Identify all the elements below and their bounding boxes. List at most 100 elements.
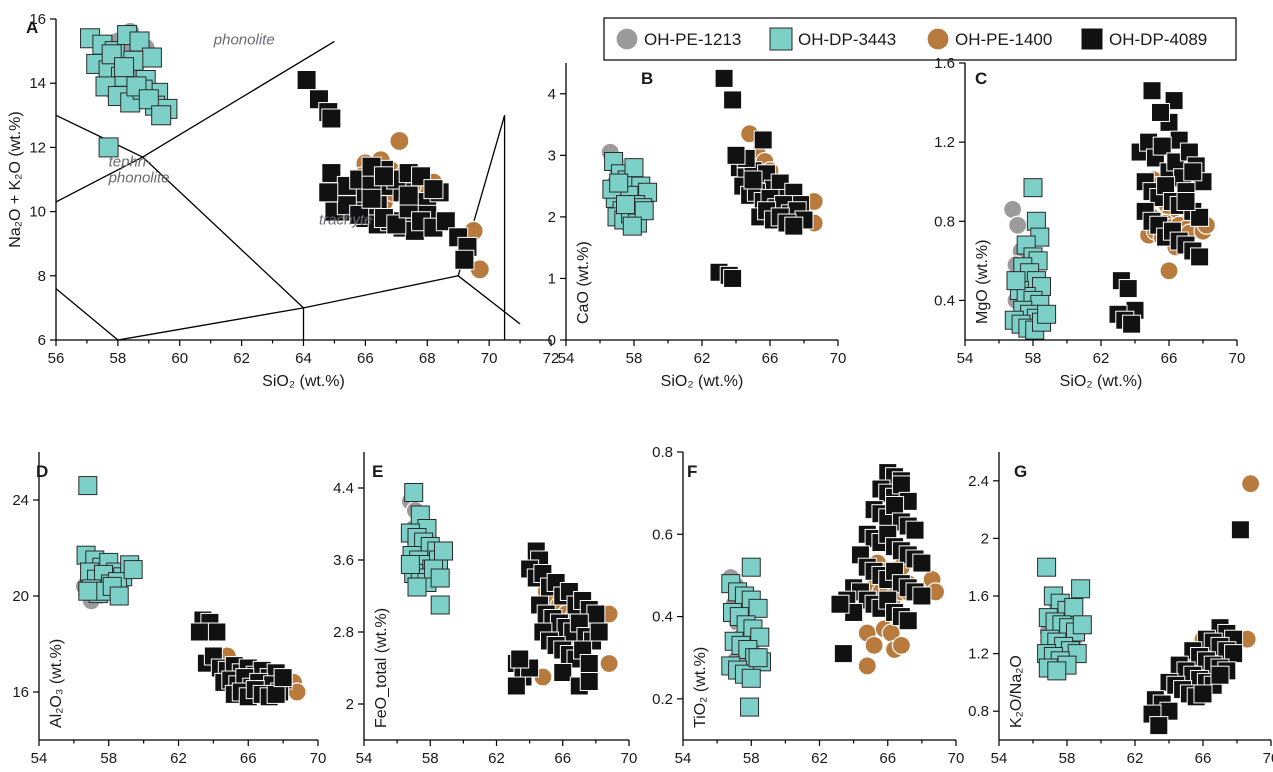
- x-tick-label: 62: [1093, 350, 1110, 367]
- data-point-oh-dp-4089: [1190, 207, 1210, 227]
- data-point-oh-pe-1400: [857, 656, 877, 676]
- x-tick-label: 66: [1195, 750, 1212, 767]
- data-point-oh-dp-4089: [586, 604, 606, 624]
- legend-label: OH-PE-1400: [955, 30, 1052, 49]
- legend-label: OH-PE-1213: [644, 30, 741, 49]
- data-point-oh-dp-3443: [1047, 661, 1067, 681]
- x-tick-label: 72: [543, 350, 560, 367]
- x-tick-label: 70: [481, 350, 498, 367]
- x-tick-label: 58: [743, 750, 760, 767]
- y-tick-label: 4: [548, 86, 556, 103]
- x-tick-label: 54: [957, 350, 974, 367]
- field-boundary-line: [117, 307, 304, 341]
- data-point-oh-dp-3443: [1026, 211, 1046, 231]
- data-point-oh-pe-1213: [1008, 215, 1028, 235]
- legend-item: OH-DP-3443: [769, 27, 896, 51]
- data-point-oh-dp-3443: [138, 89, 159, 110]
- legend-marker-circle: [926, 27, 950, 51]
- data-point-oh-dp-4089: [1118, 279, 1138, 299]
- legend-marker-square: [769, 27, 793, 51]
- data-point-oh-dp-4089: [1190, 247, 1210, 267]
- panel-letter: A: [26, 18, 38, 37]
- data-point-oh-dp-3443: [151, 105, 172, 126]
- x-tick-label: 70: [830, 350, 847, 367]
- data-point-oh-dp-3443: [123, 560, 143, 580]
- y-tick-label: 16: [12, 684, 29, 701]
- x-axis-label: SiO₂ (wt.%): [1060, 373, 1143, 390]
- x-axis-label: SiO₂ (wt.%): [262, 373, 345, 390]
- data-point-oh-dp-4089: [912, 553, 932, 573]
- series-oh-dp-3443: [1004, 178, 1057, 340]
- legend-label: OH-DP-4089: [1109, 30, 1207, 49]
- y-tick-label: 0.6: [652, 526, 673, 543]
- x-tick-label: 58: [1025, 350, 1042, 367]
- data-point-oh-dp-4089: [373, 166, 394, 187]
- series-oh-dp-4089: [709, 68, 814, 288]
- data-point-oh-dp-4089: [898, 611, 918, 631]
- data-point-oh-dp-3443: [1006, 271, 1026, 291]
- x-tick-label: 58: [1059, 750, 1076, 767]
- x-tick-label: 54: [356, 750, 373, 767]
- x-tick-label: 70: [621, 750, 638, 767]
- y-tick-label: 0: [548, 332, 556, 349]
- data-point-oh-dp-4089: [723, 268, 743, 288]
- x-tick-label: 58: [100, 750, 117, 767]
- y-tick-label: 0.8: [652, 444, 673, 461]
- y-tick-label: 1: [548, 270, 556, 287]
- x-tick-label: 68: [419, 350, 436, 367]
- series-oh-dp-4089: [1108, 81, 1213, 334]
- x-tick-label: 54: [991, 750, 1008, 767]
- x-tick-label: 70: [310, 750, 327, 767]
- y-tick-label: 1.2: [934, 134, 955, 151]
- y-tick-label: 0.4: [934, 292, 955, 309]
- y-tick-label: 14: [29, 75, 46, 92]
- data-point-oh-dp-4089: [266, 684, 286, 704]
- data-point-oh-dp-3443: [78, 476, 98, 496]
- y-tick-label: 2: [548, 209, 556, 226]
- data-point-oh-dp-4089: [723, 90, 743, 110]
- legend-marker-square: [1080, 27, 1104, 51]
- x-tick-label: 70: [1229, 350, 1246, 367]
- field-boundary-line: [303, 275, 459, 309]
- series-oh-dp-3443: [76, 476, 143, 606]
- legend-item: OH-PE-1400: [926, 27, 1052, 51]
- y-tick-label: 20: [12, 588, 29, 605]
- data-point-oh-dp-3443: [114, 57, 135, 78]
- data-point-oh-dp-4089: [753, 130, 773, 150]
- series-oh-dp-4089: [830, 463, 932, 664]
- field-boundary-line: [55, 288, 119, 341]
- data-point-oh-dp-3443: [141, 47, 162, 68]
- data-point-oh-dp-4089: [743, 170, 763, 190]
- data-point-oh-dp-4089: [398, 185, 419, 206]
- series-oh-dp-3443: [602, 151, 658, 236]
- series-oh-dp-4089: [506, 541, 609, 696]
- x-tick-label: 70: [948, 750, 965, 767]
- data-point-oh-dp-3443: [1037, 304, 1057, 324]
- data-point-oh-dp-4089: [885, 495, 905, 515]
- data-point-oh-dp-3443: [430, 568, 450, 588]
- y-tick-label: 3.6: [333, 552, 354, 569]
- x-tick-label: 62: [170, 750, 187, 767]
- data-point-oh-dp-3443: [616, 195, 635, 215]
- data-point-oh-dp-4089: [726, 145, 746, 165]
- data-point-oh-dp-4089: [321, 108, 342, 129]
- data-point-oh-dp-3443: [434, 541, 453, 561]
- field-label: trachyte: [319, 211, 372, 228]
- x-axis-label: SiO₂ (wt.%): [661, 373, 744, 390]
- field-label: phonolite: [213, 32, 275, 49]
- legend-marker-circle: [615, 27, 639, 51]
- x-tick-label: 66: [762, 350, 779, 367]
- x-tick-label: 66: [1161, 350, 1178, 367]
- y-tick-label: 16: [29, 11, 46, 28]
- legend-label: OH-DP-3443: [798, 30, 896, 49]
- x-tick-label: 58: [110, 350, 127, 367]
- data-point-oh-dp-3443: [98, 137, 119, 158]
- y-axis-label: FeO_total (wt.%): [373, 608, 390, 728]
- data-point-oh-dp-3443: [1037, 557, 1057, 577]
- data-point-oh-dp-4089: [553, 663, 573, 682]
- data-point-oh-dp-3443: [1023, 178, 1043, 198]
- y-tick-label: 8: [38, 268, 46, 285]
- data-point-oh-dp-4089: [905, 520, 925, 540]
- data-point-oh-dp-4089: [1156, 176, 1176, 196]
- field-boundary-line: [142, 40, 335, 158]
